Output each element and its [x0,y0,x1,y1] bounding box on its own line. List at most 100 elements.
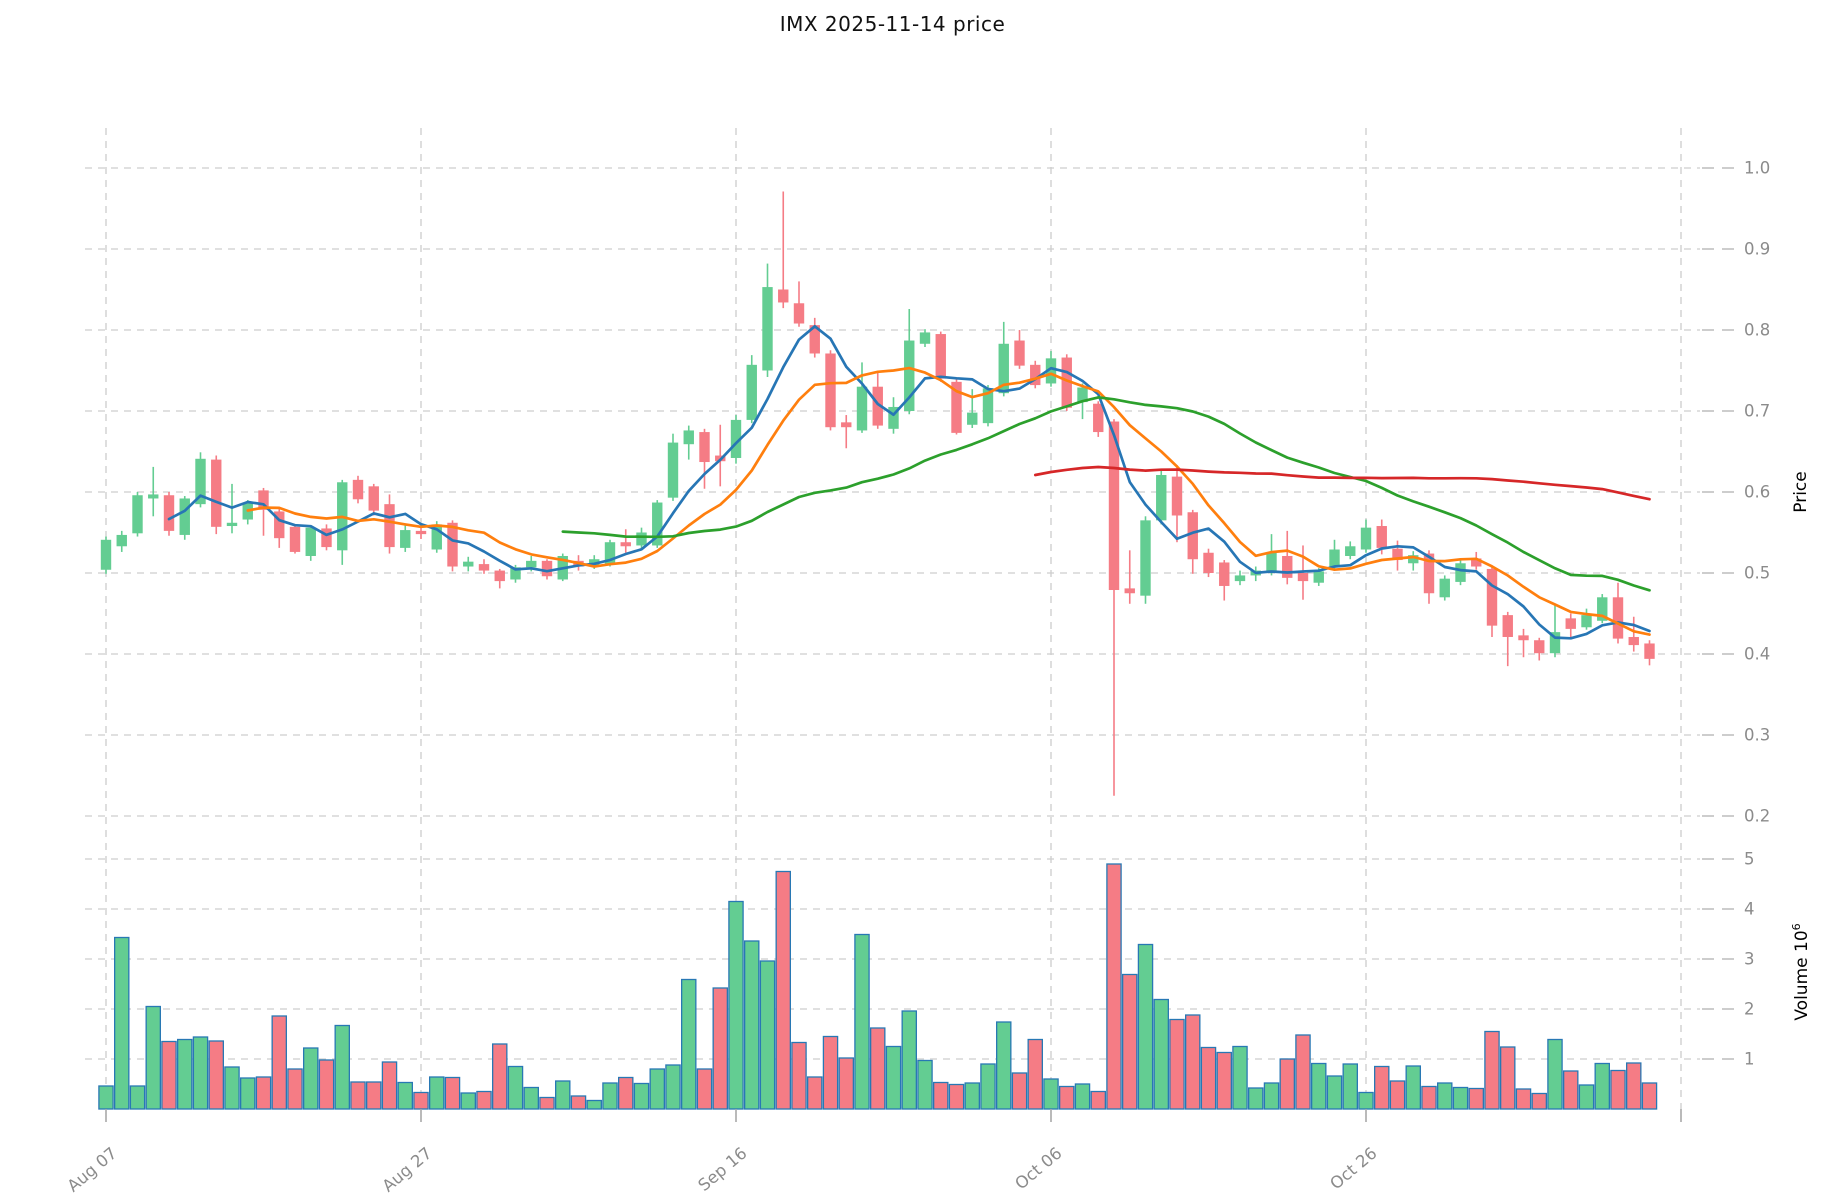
volume-bar [114,936,130,1110]
candle-body [352,479,364,500]
volume-bar [1011,1072,1028,1110]
volume-bar [1358,1091,1374,1110]
candle-body [211,459,222,527]
candle-body [904,340,915,411]
volume-bar [255,1076,272,1110]
volume-bar [996,1021,1012,1110]
volume-bar [287,1068,303,1110]
candle-body [179,498,190,535]
candle-body [305,527,316,556]
volume-bar [1500,1046,1516,1110]
volume-bar [1295,1034,1311,1110]
volume-bar [602,1082,618,1110]
volume-tick-label: 3 [1744,950,1755,969]
candle-body [1486,568,1498,626]
volume-bar [381,1061,398,1110]
candle-body [919,332,931,344]
candle-body [478,564,490,571]
volume-bar [586,1099,603,1110]
candle-body [1093,403,1104,433]
volume-bar [460,1092,476,1110]
candle-body [1297,573,1309,582]
candle-body [809,325,820,354]
price-axis-label: Price [1791,471,1811,513]
candle-body [620,542,631,547]
volume-bar [1326,1075,1343,1110]
volume-bar [570,1095,587,1110]
volume-bar [744,940,760,1110]
candle-body [526,560,537,568]
candle-body [163,495,175,531]
volume-bar [208,1040,224,1110]
candle-body [1266,552,1277,573]
sma5-line [167,324,1651,640]
candle-body [1392,548,1403,561]
volume-bar [507,1065,524,1110]
candle-body [1171,476,1183,516]
candle-body [510,567,521,580]
candle-body [762,287,773,371]
volume-bar [1578,1084,1595,1110]
candle-body [415,530,427,535]
volume-axis-label-exponent: 6 [1790,923,1804,931]
candle-body [1345,546,1356,556]
volume-bar [523,1086,540,1110]
volume-bar [1641,1082,1658,1110]
candle-body [793,303,805,324]
price-tick-label: 0.9 [1744,240,1770,259]
date-tick-label: Oct 26 [1326,1144,1380,1194]
volume-tick-label: 2 [1744,1000,1755,1019]
candle-body [1408,555,1419,564]
candle-body [1455,563,1466,582]
candle-body [841,422,852,428]
volume-bar [129,1085,146,1110]
candle-body [1612,597,1624,639]
candle-body [951,381,962,433]
candle-body [116,534,127,547]
candle-body [1140,520,1151,596]
date-tick-label: Oct 06 [1011,1144,1065,1194]
volume-bar [633,1082,650,1110]
volume-bar [822,1035,839,1110]
candle-body [699,432,710,463]
volume-bar [917,1059,933,1110]
volume-bar [1374,1065,1390,1110]
volume-bar [1531,1092,1548,1110]
volume-bar [1090,1090,1107,1110]
candle-body [1644,643,1655,659]
candle-body [1077,387,1088,403]
volume-bar [618,1076,634,1110]
volume-bar [1169,1018,1185,1110]
volume-bar [350,1081,366,1110]
volume-bar [1074,1083,1091,1110]
volume-bar [413,1091,429,1110]
volume-bar [145,1005,161,1110]
volume-bar [224,1066,240,1110]
candle-body [447,522,458,567]
price-tick-label: 0.3 [1744,726,1770,745]
sma10-line [246,366,1651,636]
volume-bar [161,1040,177,1110]
price-tick-label: 0.6 [1744,483,1770,502]
volume-bar [1232,1045,1248,1110]
volume-bar [964,1082,981,1110]
date-tick-label: Aug 07 [64,1144,121,1196]
volume-bar [1248,1087,1264,1110]
candle-body [683,430,694,445]
volume-bar [696,1068,713,1110]
volume-bar [1626,1062,1642,1110]
candle-body [1360,527,1372,550]
candle-body [967,412,978,425]
volume-bar [807,1076,823,1110]
volume-bar [1563,1070,1579,1110]
candle-body [1313,571,1324,583]
volume-bar [98,1085,114,1110]
candle-body [1423,553,1435,594]
volume-bar [1043,1078,1059,1110]
candle-body [400,530,411,548]
candle-body [667,442,679,498]
candle-body [195,458,206,505]
candle-body [226,522,238,527]
candle-body [888,406,899,429]
